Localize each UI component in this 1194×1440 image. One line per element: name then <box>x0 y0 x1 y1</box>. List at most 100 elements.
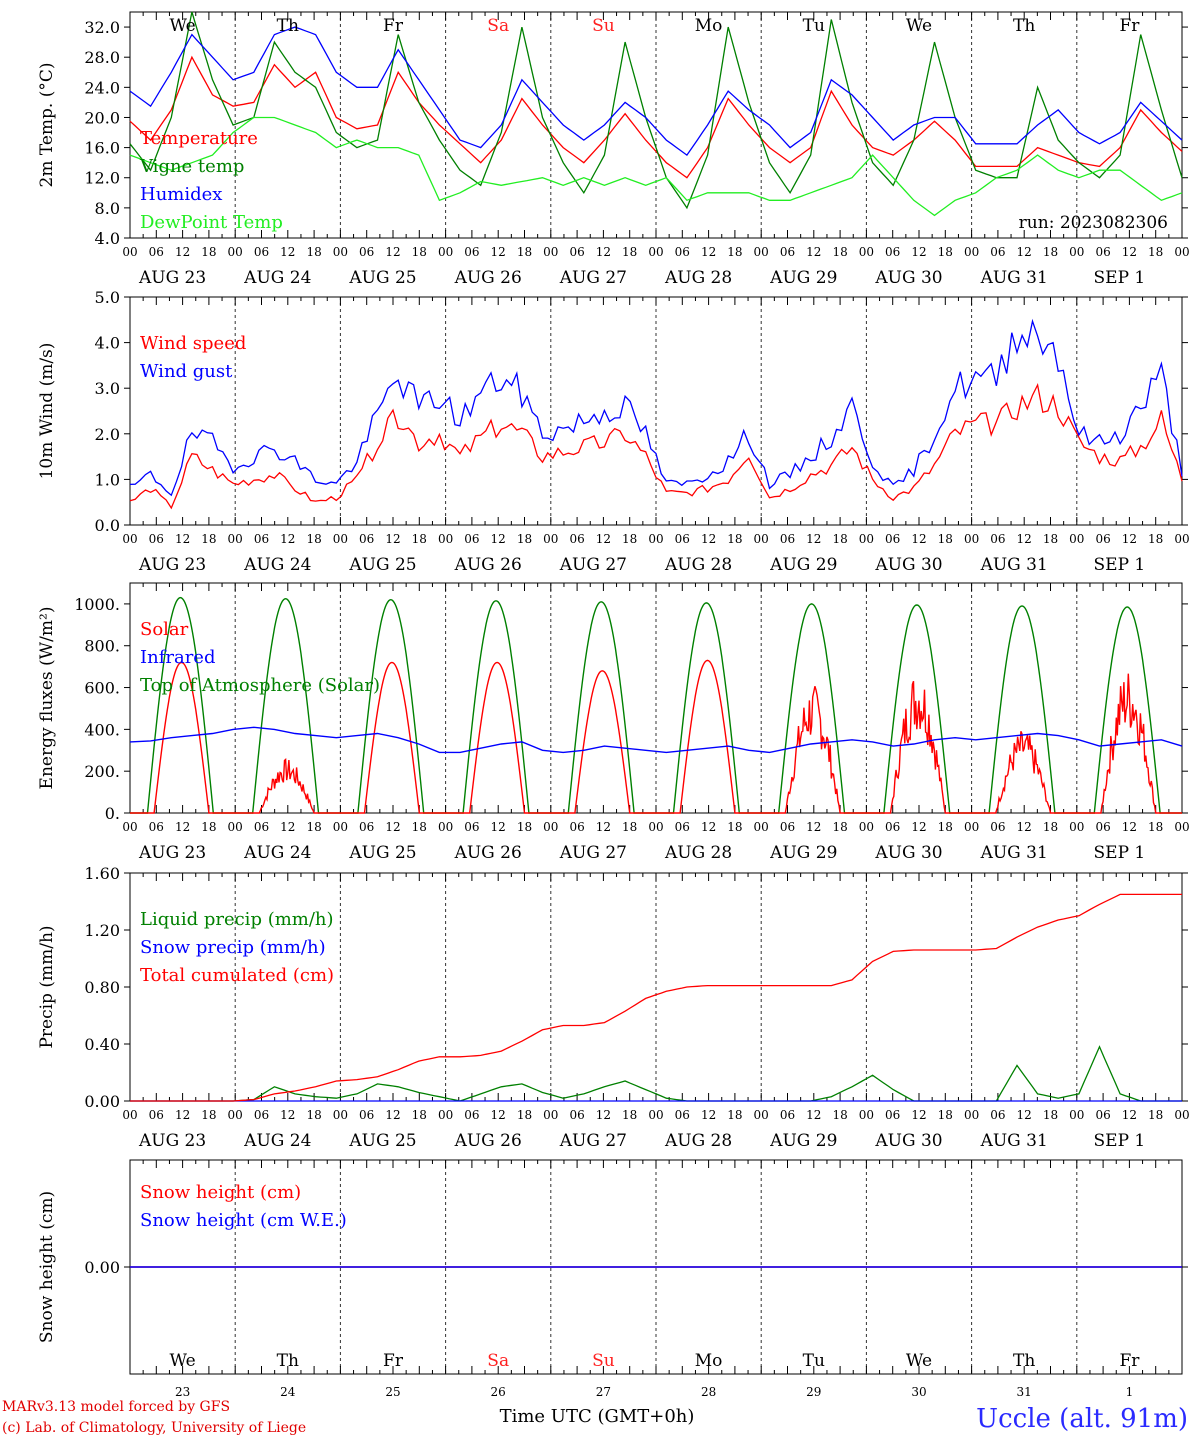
x-hour-label: 06 <box>149 245 164 259</box>
run-annotation: run: 2023082306 <box>1019 213 1168 233</box>
x-hour-label: 12 <box>596 820 611 834</box>
x-hour-label: 18 <box>622 820 637 834</box>
y-tick-label: 32.0 <box>84 18 120 37</box>
weekday-label: Mo <box>695 16 723 36</box>
x-hour-label: 12 <box>491 532 506 546</box>
series-line <box>130 1045 1182 1102</box>
weekday-label: Fr <box>383 16 404 36</box>
legend-label: Solar <box>140 619 189 640</box>
x-hour-label: 12 <box>596 532 611 546</box>
x-hour-label: 06 <box>780 1108 795 1122</box>
x-hour-label: 12 <box>385 532 400 546</box>
x-hour-label: 12 <box>596 1108 611 1122</box>
weekday-label: Su <box>592 1351 615 1371</box>
x-hour-label: 12 <box>1017 1108 1032 1122</box>
x-hour-label: 06 <box>990 820 1005 834</box>
x-hour-label: 06 <box>675 245 690 259</box>
x-hour-label: 00 <box>1174 245 1189 259</box>
x-hour-label: 06 <box>359 532 374 546</box>
x-hour-label: 12 <box>701 820 716 834</box>
x-hour-label: 06 <box>464 245 479 259</box>
x-hour-label: 06 <box>254 532 269 546</box>
x-hour-label: 00 <box>228 532 243 546</box>
x-hour-label: 18 <box>517 532 532 546</box>
x-hour-label: 12 <box>701 1108 716 1122</box>
x-hour-label: 18 <box>1148 245 1163 259</box>
x-hour-label: 18 <box>938 245 953 259</box>
x-hour-label: 18 <box>622 1108 637 1122</box>
x-hour-label: 06 <box>990 532 1005 546</box>
x-hour-label: 00 <box>438 1108 453 1122</box>
y-tick-label: 8.0 <box>95 199 120 218</box>
x-hour-label: 12 <box>175 820 190 834</box>
day-number-label: 31 <box>1017 1385 1032 1399</box>
x-hour-label: 00 <box>228 245 243 259</box>
x-hour-label: 06 <box>254 820 269 834</box>
x-hour-label: 18 <box>1148 820 1163 834</box>
y-axis-label: 10m Wind (m/s) <box>37 343 57 480</box>
x-hour-label: 06 <box>254 1108 269 1122</box>
y-tick-label: 2.0 <box>95 425 120 444</box>
panel-5: 0.00 Snow height (cm) Snow height (cm) Snow… <box>37 1159 1188 1399</box>
y-tick-label: 24.0 <box>84 78 120 97</box>
x-hour-label: 18 <box>201 532 216 546</box>
x-hour-label: 18 <box>832 1108 847 1122</box>
x-hour-label: 00 <box>122 820 137 834</box>
x-hour-label: 00 <box>648 532 663 546</box>
x-date-label: AUG 24 <box>243 843 311 863</box>
x-date-label: SEP 1 <box>1094 268 1146 288</box>
x-hour-label: 06 <box>149 1108 164 1122</box>
x-hour-label: 06 <box>149 532 164 546</box>
x-hour-label: 18 <box>832 245 847 259</box>
x-hour-label: 00 <box>754 820 769 834</box>
x-date-label: AUG 30 <box>874 843 942 863</box>
x-date-label: AUG 26 <box>454 1131 522 1151</box>
x-hour-label: 18 <box>938 820 953 834</box>
x-hour-label: 12 <box>701 532 716 546</box>
x-hour-label: 06 <box>675 820 690 834</box>
x-hour-label: 00 <box>648 820 663 834</box>
x-hour-label: 12 <box>1017 245 1032 259</box>
x-hour-label: 06 <box>990 245 1005 259</box>
x-hour-label: 00 <box>754 1108 769 1122</box>
day-number-label: 28 <box>701 1385 716 1399</box>
y-tick-label: 1000. <box>74 595 120 614</box>
x-hour-label: 00 <box>543 1108 558 1122</box>
x-hour-label: 00 <box>754 532 769 546</box>
panel-1: 4.0 8.0 12.0 16.0 20.0 24.0 28.0 32.0 2m Temp. (… <box>37 11 1190 288</box>
x-hour-label: 12 <box>175 532 190 546</box>
x-hour-label: 18 <box>412 1108 427 1122</box>
series-line <box>129 26 1183 157</box>
x-date-label: AUG 25 <box>348 268 416 288</box>
x-hour-label: 00 <box>964 532 979 546</box>
x-hour-label: 12 <box>280 1108 295 1122</box>
legend-label: Liquid precip (mm/h) <box>140 909 334 930</box>
x-hour-label: 06 <box>885 1108 900 1122</box>
x-hour-label: 06 <box>359 820 374 834</box>
x-date-label: AUG 28 <box>664 843 732 863</box>
x-hour-label: 12 <box>911 245 926 259</box>
legend-label: Vigne temp <box>139 156 244 177</box>
x-hour-label: 06 <box>359 245 374 259</box>
x-hour-label: 18 <box>412 532 427 546</box>
station-label: Uccle (alt. 91m) <box>976 1404 1188 1434</box>
x-hour-label: 06 <box>780 245 795 259</box>
y-tick-label: 12.0 <box>84 169 120 188</box>
x-date-label: AUG 29 <box>769 1131 837 1151</box>
x-hour-label: 18 <box>1148 1108 1163 1122</box>
day-number-label: 29 <box>806 1385 821 1399</box>
x-hour-label: 12 <box>491 245 506 259</box>
x-hour-label: 18 <box>727 532 742 546</box>
y-tick-label: 28.0 <box>84 48 120 67</box>
weekday-label: Fr <box>383 1351 404 1371</box>
y-tick-label: 16.0 <box>84 139 120 158</box>
x-hour-label: 12 <box>1122 820 1137 834</box>
x-hour-label: 12 <box>806 820 821 834</box>
x-date-label: AUG 30 <box>874 1131 942 1151</box>
legend-label: Snow height (cm W.E.) <box>140 1210 347 1231</box>
x-date-label: AUG 23 <box>138 843 206 863</box>
x-hour-label: 00 <box>438 245 453 259</box>
x-hour-label: 06 <box>1095 245 1110 259</box>
weekday-label: Sa <box>487 1351 509 1371</box>
